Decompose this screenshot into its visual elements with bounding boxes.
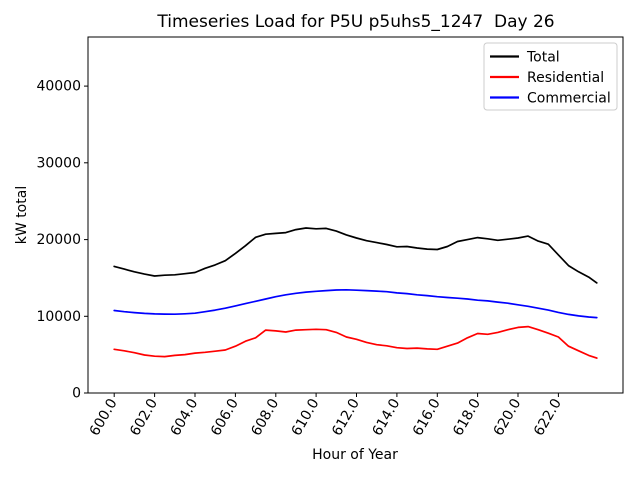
x-tick-label: 620.0 — [491, 396, 525, 439]
legend: Total Residential Commercial — [483, 42, 618, 111]
legend-label-residential: Residential — [527, 70, 604, 86]
x-axis-label: Hour of Year — [312, 447, 398, 463]
series-line-residential — [113, 325, 598, 359]
x-tick-label: 604.0 — [168, 396, 202, 439]
x-tick-label: 622.0 — [531, 396, 565, 439]
y-tick-label: 30000 — [36, 155, 81, 171]
x-tick-label: 614.0 — [369, 396, 403, 439]
x-tick-label: 608.0 — [248, 396, 282, 439]
series-line-total — [113, 227, 598, 284]
legend-label-total: Total — [526, 50, 560, 66]
y-tick-label: 20000 — [36, 232, 81, 248]
y-axis-label: kW total — [14, 186, 30, 244]
legend-label-commercial: Commercial — [527, 91, 611, 107]
series-lines — [113, 227, 598, 359]
y-tick-label: 0 — [72, 386, 81, 402]
y-tick-label: 40000 — [36, 79, 81, 95]
x-tick-label: 606.0 — [208, 396, 242, 439]
series-line-commercial — [113, 288, 598, 319]
x-axis-ticks: 600.0 602.0 604.0 606.0 608.0 610.0 612.0 614.0… — [87, 393, 565, 439]
x-tick-label: 618.0 — [450, 396, 484, 439]
y-axis-ticks: 0 10000 20000 30000 40000 — [36, 79, 88, 402]
x-tick-label: 616.0 — [410, 396, 444, 439]
x-tick-label: 610.0 — [289, 396, 323, 439]
x-tick-label: 602.0 — [127, 396, 161, 439]
x-tick-label: 600.0 — [87, 396, 121, 439]
x-tick-label: 612.0 — [329, 396, 363, 439]
legend-box — [483, 42, 618, 111]
y-tick-label: 10000 — [36, 309, 81, 325]
chart-title: Timeseries Load for P5U p5uhs5_1247 Day … — [156, 12, 554, 32]
